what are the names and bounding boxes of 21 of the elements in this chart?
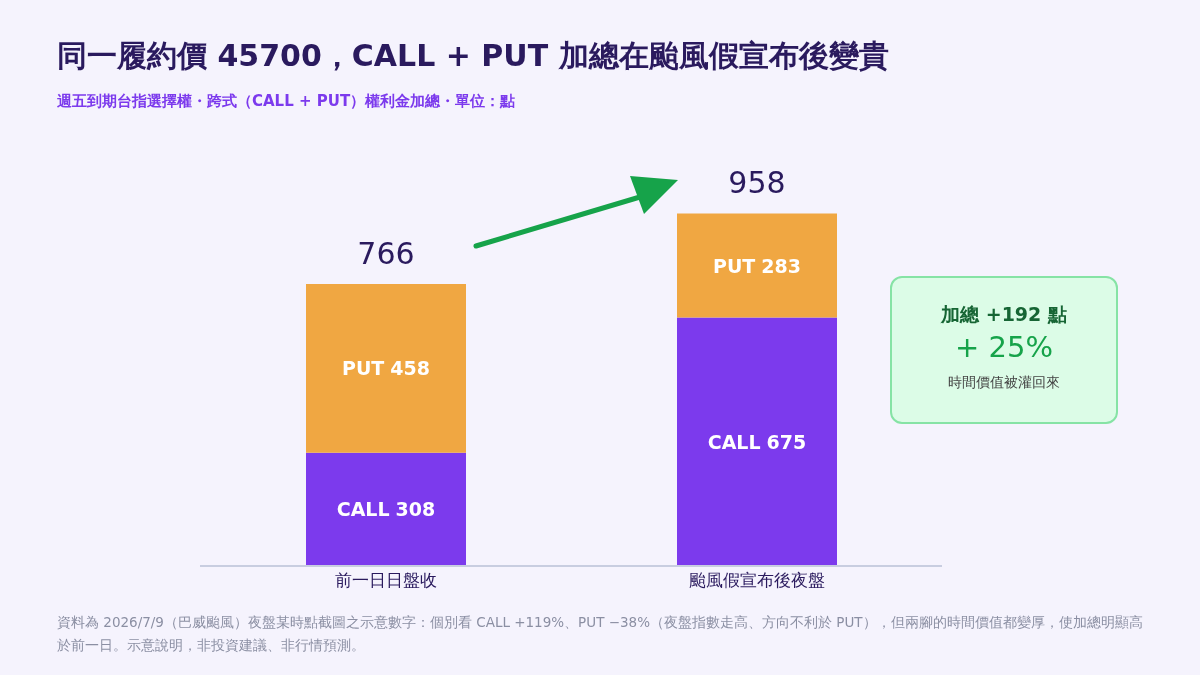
data-label: 675 bbox=[766, 430, 807, 453]
annotation: 加總 +192 點 bbox=[940, 302, 1068, 327]
bar bbox=[677, 213, 837, 318]
series-label: CALL bbox=[336, 498, 390, 521]
summary-card: 加總 +192 點 + 25% 時間價值被灌回來 bbox=[890, 276, 1118, 424]
total-label: 958 bbox=[728, 165, 786, 201]
bar bbox=[306, 284, 466, 453]
x-tick-label: 前一日日盤收 bbox=[334, 570, 437, 591]
bar bbox=[677, 317, 837, 566]
data-label: 308 bbox=[395, 498, 436, 521]
text: CALL bbox=[707, 430, 761, 453]
chart-title: 同一履約價 45700，CALL + PUT 加總在颱風假宣布後變貴 bbox=[57, 37, 889, 75]
series-label: PUT bbox=[342, 357, 385, 380]
x-tick-label: 颱風假宣布後夜盤 bbox=[688, 570, 825, 591]
text: 資料為 2026/7/9（巴威颱風）夜盤某時點截圖之示意數字：個別看 CALL +119%、PUT −38%（夜盤指數走高、方向不利於 PUT），但兩腳的時間價值都變厚，使加總明顯高於前一日。示意說明，非投資建議、非行情預測。 bbox=[57, 613, 1144, 655]
text: PUT bbox=[713, 254, 756, 277]
total-label: 766 bbox=[357, 236, 415, 272]
bar bbox=[306, 452, 466, 566]
data-label: 458 bbox=[390, 357, 430, 380]
chart-subtitle: 週五到期台指選擇權・跨式（CALL + PUT）權利金加總・單位：點 bbox=[57, 92, 516, 111]
data-label: 283 bbox=[761, 254, 801, 277]
